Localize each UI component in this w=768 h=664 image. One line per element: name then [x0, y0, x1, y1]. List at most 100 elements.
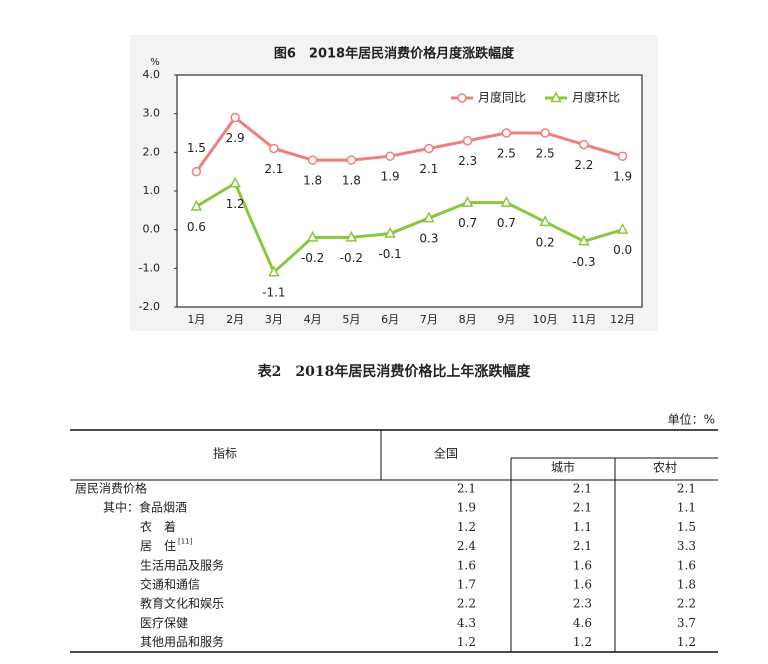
- header-cell: 指标: [213, 446, 237, 461]
- cell-value: 1.6: [457, 558, 476, 572]
- data-label: 1.2: [226, 197, 245, 211]
- marker: [269, 143, 279, 154]
- table-rules: [70, 429, 718, 653]
- row-label: 生活用品及服务: [140, 557, 224, 572]
- cell-value: 1.6: [677, 558, 696, 572]
- cell-value: 2.4: [457, 539, 476, 553]
- data-label: -0.2: [340, 251, 363, 265]
- y-tick-label: 4.0: [143, 68, 161, 81]
- table-title: 表2 2018年居民消费价格比上年涨跌幅度: [257, 363, 532, 380]
- cell-value: 1.1: [573, 520, 592, 534]
- data-label: 0.7: [458, 216, 477, 230]
- y-tick-label: 0.0: [143, 223, 161, 236]
- data-label: 0.6: [187, 220, 206, 234]
- cell-value: 4.3: [457, 616, 476, 630]
- row-label: 居民消费价格: [75, 481, 147, 496]
- y-tick-label: 3.0: [143, 107, 161, 120]
- series-line: [195, 115, 624, 173]
- data-label: 2.5: [497, 147, 516, 161]
- row-label: 居 住: [140, 539, 176, 553]
- cell-value: 1.8: [677, 578, 696, 592]
- cell-value: 1.6: [573, 558, 592, 572]
- x-tick-label: 11月: [571, 313, 596, 326]
- cell-value: 2.2: [677, 597, 696, 611]
- y-tick-label: -2.0: [139, 300, 160, 313]
- marker: [616, 223, 629, 234]
- chart-title: 图6 2018年居民消费价格月度涨跌幅度: [274, 46, 515, 62]
- x-tick-label: 2月: [226, 313, 244, 326]
- cell-value: 2.1: [677, 482, 696, 496]
- data-label: 2.9: [226, 131, 245, 145]
- x-tick-label: 7月: [420, 313, 438, 326]
- data-label: 0.7: [497, 216, 516, 230]
- marker: [190, 199, 203, 211]
- marker: [424, 143, 434, 154]
- row-label: 交通和通信: [140, 577, 200, 592]
- x-tick-label: 8月: [459, 313, 477, 326]
- marker: [345, 230, 358, 242]
- cell-value: 3.7: [677, 616, 696, 630]
- cell-value: 1.9: [457, 501, 476, 515]
- cell-value: 1.2: [457, 635, 476, 649]
- data-label: 0.2: [536, 235, 555, 249]
- table-unit: 单位：%: [668, 412, 715, 427]
- marker: [229, 176, 241, 188]
- plot-area: [176, 74, 643, 308]
- legend-label: 月度同比: [478, 90, 526, 105]
- data-label: -0.2: [301, 251, 324, 265]
- x-tick-label: 5月: [342, 313, 360, 326]
- marker: [268, 265, 280, 277]
- marker: [550, 91, 562, 103]
- data-label: 0.0: [613, 243, 632, 257]
- x-tick-label: 3月: [265, 313, 283, 326]
- x-tick-label: 12月: [610, 313, 635, 326]
- data-label: 2.3: [458, 154, 477, 168]
- header-cell: 全国: [434, 446, 458, 461]
- marker: [500, 195, 513, 207]
- marker: [385, 151, 395, 161]
- cell-value: 2.3: [573, 597, 592, 611]
- cell-value: 1.1: [677, 501, 696, 515]
- marker: [346, 155, 357, 165]
- cell-value: 1.7: [457, 578, 476, 592]
- marker: [540, 128, 550, 138]
- data-label: 1.9: [381, 170, 400, 184]
- data-label: 2.1: [264, 162, 283, 176]
- row-label: 其中：食品烟酒: [103, 500, 187, 515]
- x-tick-label: 4月: [304, 313, 322, 326]
- marker: [579, 139, 589, 150]
- cell-value: 1.2: [573, 635, 592, 649]
- marker: [306, 230, 319, 242]
- marker: [384, 226, 396, 238]
- data-label: 2.5: [536, 147, 555, 161]
- data-label: 1.8: [303, 174, 322, 188]
- x-tick-label: 6月: [381, 313, 399, 326]
- row-label: 教育文化和娱乐: [140, 596, 224, 611]
- cell-value: 2.2: [457, 597, 476, 611]
- row-label: 其他用品和服务: [140, 634, 224, 649]
- data-label: -0.1: [378, 247, 401, 261]
- marker: [423, 211, 435, 223]
- footnote-ref: [11]: [178, 538, 193, 546]
- header-cell: 城市: [551, 460, 575, 475]
- header-cell: 农村: [653, 461, 677, 475]
- cell-value: 2.1: [573, 501, 592, 515]
- marker: [230, 112, 240, 123]
- row-label: 衣 着: [140, 519, 176, 534]
- cell-value: 2.1: [457, 482, 476, 496]
- marker: [457, 93, 467, 103]
- series-line: [195, 181, 624, 275]
- marker: [307, 155, 318, 165]
- y-tick-label: 1.0: [143, 184, 161, 197]
- cell-value: 1.2: [677, 635, 696, 649]
- data-label: 1.9: [613, 170, 632, 184]
- data-label: 1.8: [342, 174, 361, 188]
- x-tick-label: 10月: [533, 313, 558, 326]
- cell-value: 2.1: [573, 482, 592, 496]
- marker: [462, 135, 473, 146]
- data-label: -1.1: [262, 286, 285, 300]
- cell-value: 2.1: [573, 539, 592, 553]
- x-tick-label: 9月: [497, 313, 515, 326]
- cell-value: 4.6: [573, 616, 592, 630]
